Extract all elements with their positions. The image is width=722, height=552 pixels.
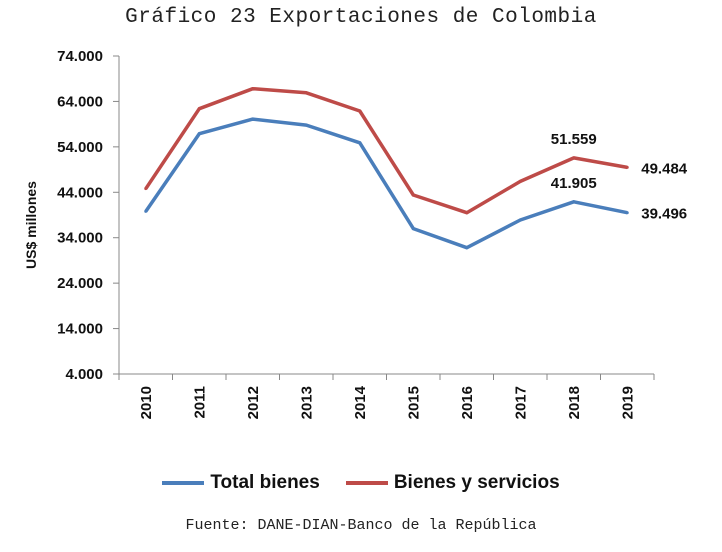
y-tick-label: 24.000 [57, 275, 103, 292]
x-tick-label: 2017 [512, 386, 529, 419]
data-point [304, 123, 308, 127]
legend-item-total-bienes: Total bienes [162, 472, 320, 494]
data-point [251, 117, 255, 121]
data-point [625, 165, 629, 169]
series-line-bienes-servicios [144, 86, 628, 215]
data-point [251, 87, 255, 91]
chart-title: Gráfico 23 Exportaciones de Colombia [125, 6, 597, 29]
data-point [358, 109, 362, 113]
y-tick-label: 34.000 [57, 230, 103, 247]
y-tick-label: 74.000 [57, 48, 103, 65]
data-point [465, 246, 469, 250]
y-tick-label: 54.000 [57, 139, 103, 156]
data-point [197, 107, 201, 111]
x-tick-label: 2013 [298, 386, 315, 419]
legend-label-total-bienes: Total bienes [210, 472, 320, 493]
data-point [197, 132, 201, 136]
x-tick-label: 2016 [459, 386, 476, 419]
data-label: 39.496 [641, 206, 687, 223]
data-point [411, 227, 415, 231]
y-tick-label: 4.000 [65, 366, 103, 383]
data-point [304, 91, 308, 95]
x-tick-label: 2011 [191, 386, 208, 419]
chart-source-note: Fuente: DANE-DIAN-Banco de la República [185, 517, 537, 534]
x-tick-label: 2010 [138, 386, 155, 419]
legend-label-bienes-servicios: Bienes y servicios [393, 472, 560, 493]
y-tick-label: 64.000 [57, 93, 103, 110]
legend-swatch-bienes-servicios [345, 481, 388, 485]
data-point [518, 179, 522, 183]
data-label: 41.905 [551, 175, 597, 192]
x-tick-label: 2012 [245, 386, 262, 419]
data-point [572, 156, 576, 160]
chart-legend: Total bienes Bienes y servicios [0, 472, 722, 494]
data-point [465, 211, 469, 215]
y-axis-title: US$ millones [23, 181, 39, 269]
x-tick-label: 2019 [619, 386, 636, 419]
data-label: 51.559 [551, 131, 597, 148]
y-tick-label: 14.000 [57, 321, 103, 338]
data-point [144, 187, 148, 191]
y-tick-label: 44.000 [57, 184, 103, 201]
x-tick-label: 2014 [352, 385, 369, 419]
legend-item-bienes-servicios: Bienes y servicios [345, 472, 560, 494]
data-point [572, 200, 576, 204]
x-tick-label: 2018 [566, 386, 583, 419]
data-label: 49.484 [641, 160, 688, 177]
series-line-total-bienes [144, 117, 628, 250]
data-point [411, 193, 415, 197]
x-tick-label: 2015 [405, 386, 422, 419]
data-point [358, 141, 362, 145]
data-point [144, 209, 148, 213]
legend-swatch-total-bienes [162, 481, 205, 485]
data-point [518, 218, 522, 222]
data-point [625, 211, 629, 215]
